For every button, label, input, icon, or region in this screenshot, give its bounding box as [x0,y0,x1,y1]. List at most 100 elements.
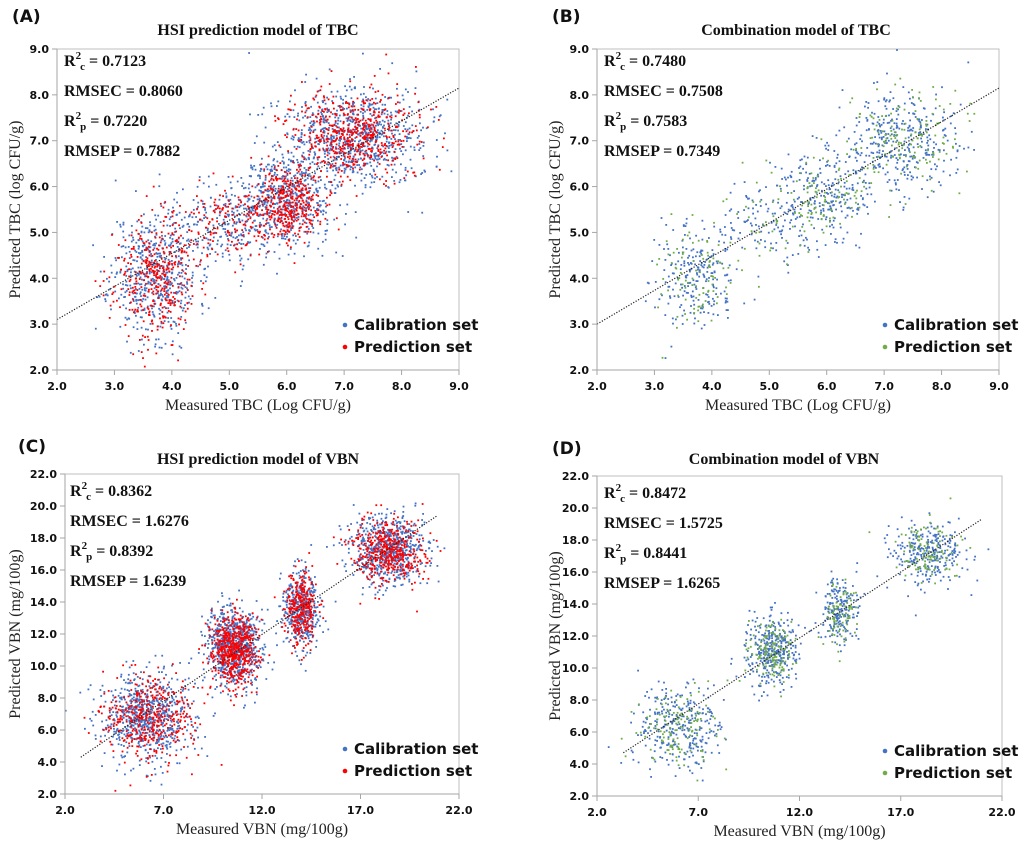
data-point-prediction [288,223,291,225]
data-point-calibration [353,129,356,131]
y-tick-label: 5.0 [30,226,50,239]
data-point-calibration [262,204,264,207]
data-point-calibration [696,251,699,254]
data-point-calibration [316,191,319,194]
data-point-calibration [259,163,261,166]
data-point-calibration [773,228,776,231]
data-point-calibration [366,99,369,102]
data-point-calibration [698,269,701,272]
data-point-prediction [161,326,164,329]
data-point-calibration [378,123,381,125]
data-point-prediction [218,207,221,210]
data-point-calibration [835,196,838,199]
data-point-calibration [166,275,169,278]
data-point-prediction [350,130,353,133]
data-point-prediction [118,257,120,259]
data-point-calibration [689,311,692,314]
data-point-prediction [813,208,816,210]
data-point-calibration [315,77,318,80]
data-point-prediction [347,143,349,145]
data-point-calibration [143,244,146,247]
data-point-prediction [290,212,293,214]
data-point-calibration [158,185,161,188]
data-point-prediction [264,174,267,177]
data-point-prediction [392,136,395,139]
data-point-calibration [388,124,391,127]
data-point-prediction [279,191,282,194]
data-point-calibration [358,140,360,143]
data-point-prediction [370,154,373,157]
data-point-calibration [787,176,789,179]
data-point-calibration [828,165,831,167]
data-point-calibration [288,115,291,118]
data-point-prediction [252,213,254,216]
data-point-prediction [131,308,134,311]
data-point-prediction [339,175,342,178]
data-point-prediction [199,263,201,266]
x-tick-label: 4.0 [702,380,722,393]
data-point-calibration [830,233,832,235]
data-point-prediction [322,148,325,151]
data-point-prediction [966,170,968,173]
data-point-calibration [289,203,291,206]
data-point-calibration [328,181,330,183]
data-point-calibration [169,234,172,237]
data-point-calibration [806,156,809,159]
data-point-prediction [303,214,306,216]
data-point-calibration [338,144,340,147]
data-point-prediction [359,119,362,122]
data-point-calibration [120,293,123,296]
data-point-calibration [250,166,252,169]
data-point-calibration [161,299,164,302]
data-point-prediction [249,225,252,228]
data-point-calibration [672,229,675,231]
data-point-calibration [197,205,199,208]
data-point-calibration [264,229,267,232]
data-point-calibration [157,295,160,298]
data-point-calibration [776,184,778,187]
data-point-calibration [343,159,345,162]
data-point-prediction [158,244,161,247]
data-point-prediction [185,251,188,254]
data-point-calibration [296,159,299,161]
data-point-calibration [338,126,340,129]
data-point-prediction [300,164,302,167]
data-point-calibration [890,154,893,157]
data-point-prediction [373,133,376,136]
data-point-calibration [297,137,300,139]
data-point-calibration [281,237,283,240]
data-point-calibration [794,225,796,228]
data-point-prediction [251,221,254,224]
data-point-calibration [689,270,691,273]
data-point-calibration [161,276,163,279]
data-point-calibration [344,223,346,226]
data-point-prediction [829,220,831,223]
data-point-calibration [110,308,112,311]
data-point-prediction [919,123,922,125]
data-point-calibration [831,184,834,187]
data-point-calibration [319,175,322,178]
data-point-calibration [921,188,923,190]
data-point-calibration [247,187,250,190]
data-point-prediction [317,176,320,179]
data-point-calibration [755,204,757,206]
data-point-prediction [158,277,161,279]
data-point-calibration [293,213,296,216]
data-point-calibration [247,258,250,261]
data-point-calibration [238,220,241,222]
data-point-calibration [338,132,341,135]
data-point-calibration [357,158,360,161]
data-point-calibration [908,142,911,145]
data-point-calibration [362,105,365,108]
data-point-prediction [292,220,295,222]
data-point-prediction [275,176,277,178]
data-point-calibration [149,230,151,233]
data-point-calibration [351,121,354,123]
data-point-calibration [351,140,354,142]
data-point-calibration [703,311,705,313]
data-point-prediction [305,209,307,212]
data-point-prediction [905,165,908,168]
data-point-calibration [394,138,396,140]
data-point-calibration [270,186,272,189]
data-point-calibration [700,249,703,252]
